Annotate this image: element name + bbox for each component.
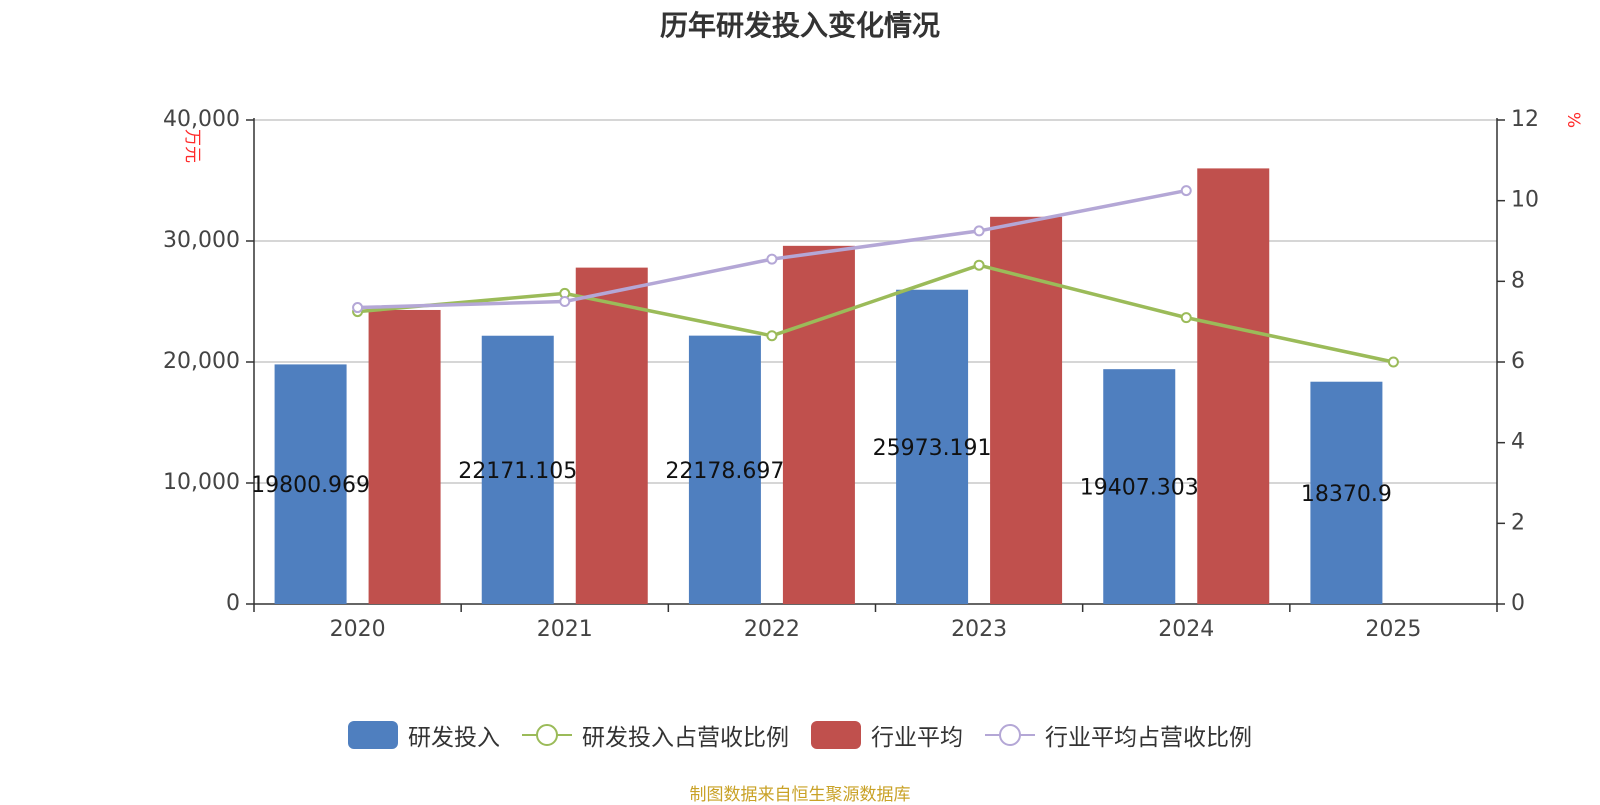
legend-label: 研发投入: [408, 725, 500, 751]
y-left-tick-label: 30,000: [163, 228, 240, 253]
x-tick-label: 2021: [537, 617, 593, 642]
chart-svg: 0 10,000 20,000 30,000 40,000 0 2 4 6 8 10 12 万元% 202…: [163, 107, 1583, 642]
bar: [1310, 381, 1383, 604]
y-left-tick-label: 10,000: [163, 470, 240, 495]
legend-label: 研发投入占营收比例: [582, 725, 789, 751]
legend-bar-swatch-icon: [811, 721, 861, 749]
bar: [896, 289, 969, 604]
legend: 研发投入 研发投入占营收比例 行业平均 行业平均占营收比例: [0, 718, 1600, 752]
line-point: [973, 259, 985, 271]
y-right-unit-label: %: [1563, 112, 1583, 128]
line-point: [1180, 185, 1192, 197]
line-point: [973, 225, 985, 237]
x-tick-label: 2025: [1365, 617, 1421, 642]
bar: [1197, 168, 1270, 604]
y-right-tick-label: 4: [1511, 430, 1525, 455]
line-point: [766, 330, 778, 342]
y-left-tick-label: 20,000: [163, 349, 240, 374]
y-right-tick-label: 10: [1511, 188, 1539, 213]
data-label: 22178.697: [665, 459, 784, 484]
bar: [1103, 369, 1176, 604]
y-left-unit-label: 万元: [182, 129, 202, 163]
legend-item-industry-average[interactable]: 行业平均: [811, 718, 963, 752]
series-line: [357, 263, 1394, 364]
x-tick-label: 2022: [744, 617, 800, 642]
y-right-tick-label: 8: [1511, 268, 1525, 293]
x-tick-label: 2020: [330, 617, 386, 642]
line-point: [352, 302, 364, 314]
legend-label: 行业平均占营收比例: [1045, 725, 1252, 751]
legend-item-rd-investment[interactable]: 研发投入: [348, 718, 500, 752]
x-tick-label: 2024: [1158, 617, 1214, 642]
bar: [782, 245, 855, 604]
data-label: 25973.191: [873, 436, 992, 461]
bar: [688, 335, 761, 604]
legend-item-rd-ratio[interactable]: 研发投入占营收比例: [522, 718, 789, 752]
line-point: [1387, 356, 1399, 368]
y-right-tick-label: 12: [1511, 107, 1539, 132]
y-left-tick-label: 40,000: [163, 107, 240, 132]
y-right-tick-label: 6: [1511, 349, 1525, 374]
line-point: [766, 253, 778, 265]
x-tick-label: 2023: [951, 617, 1007, 642]
y-right-tick-label: 0: [1511, 591, 1525, 616]
bar: [481, 335, 554, 604]
y-left-tick-label: 0: [226, 591, 240, 616]
legend-line-circle-icon: [522, 724, 572, 746]
data-label: 18370.9: [1301, 482, 1392, 507]
bar: [274, 364, 347, 604]
legend-item-industry-ratio[interactable]: 行业平均占营收比例: [985, 718, 1252, 752]
y-right-tick-label: 2: [1511, 510, 1525, 535]
bar: [990, 216, 1063, 605]
chart-title: 历年研发投入变化情况: [659, 9, 940, 42]
legend-line-circle-icon: [985, 724, 1035, 746]
data-label: 22171.105: [458, 459, 577, 484]
bar: [368, 309, 441, 604]
data-label: 19800.969: [251, 473, 370, 498]
legend-label: 行业平均: [871, 725, 963, 751]
data-label: 19407.303: [1080, 476, 1199, 501]
legend-bar-swatch-icon: [348, 721, 398, 749]
bar: [575, 267, 648, 604]
source-note: 制图数据来自恒生聚源数据库: [689, 785, 911, 805]
line-point: [559, 296, 571, 307]
line-point: [1180, 312, 1192, 324]
